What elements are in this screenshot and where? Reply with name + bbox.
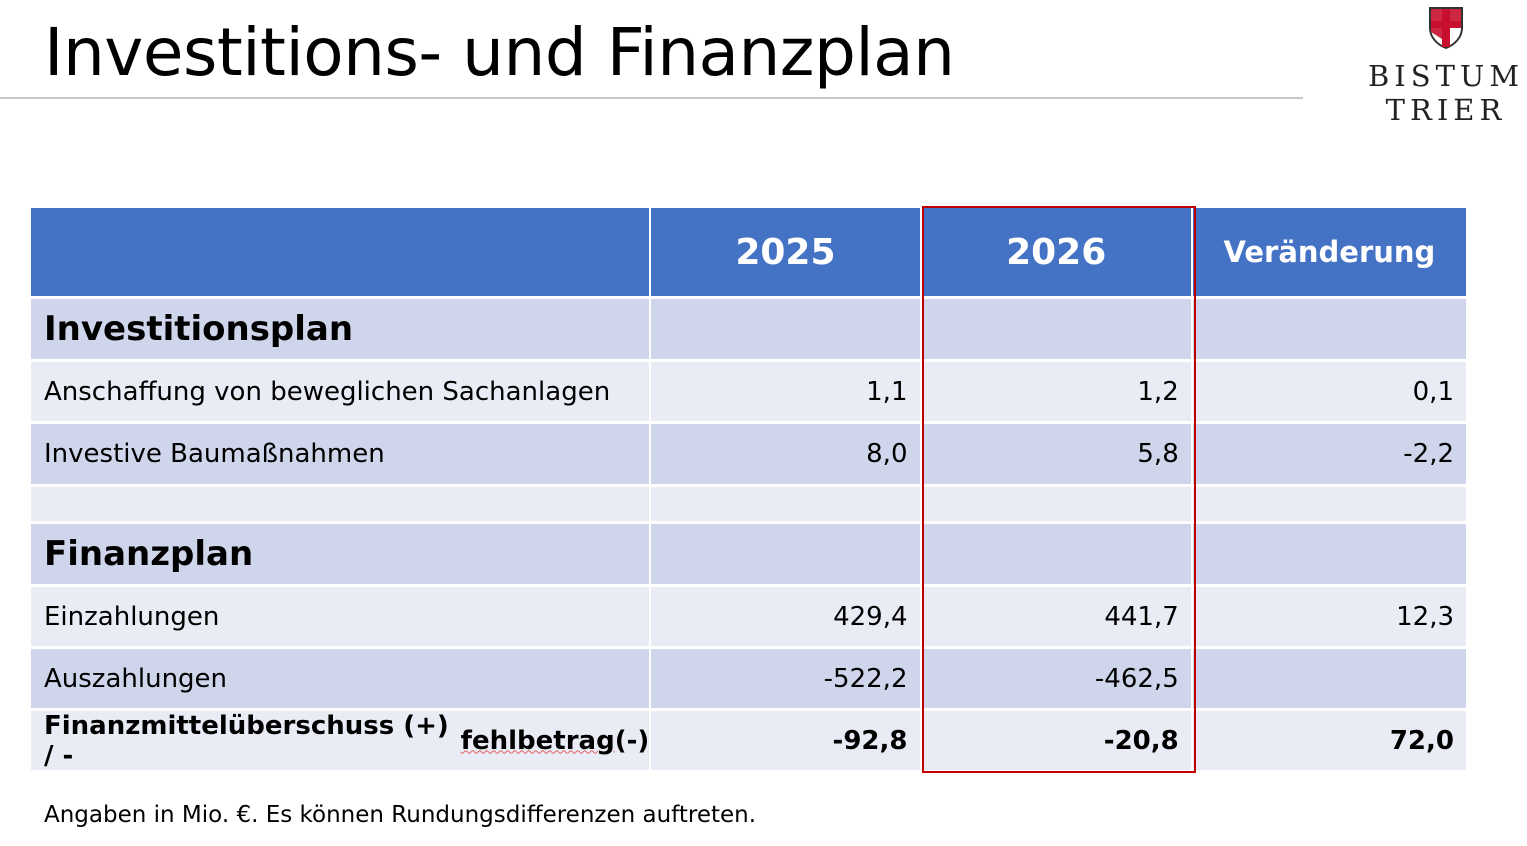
value-change bbox=[1192, 524, 1466, 584]
value-2025: 8,0 bbox=[651, 424, 920, 484]
row-label: Investive Baumaßnahmen bbox=[31, 424, 650, 484]
total-2026: -20,8 bbox=[921, 711, 1191, 770]
header-change: Veränderung bbox=[1192, 208, 1467, 296]
header-2025: 2025 bbox=[651, 208, 920, 296]
value-2026: 5,8 bbox=[921, 424, 1191, 484]
value-2025: 1,1 bbox=[651, 362, 920, 421]
logo-line1: BISTUM bbox=[1367, 59, 1525, 93]
page-title: Investitions- und Finanzplan bbox=[44, 14, 955, 91]
header-2026: 2026 bbox=[921, 208, 1191, 296]
value-2026: 441,7 bbox=[921, 587, 1191, 646]
value-2026: -462,5 bbox=[921, 649, 1191, 708]
table-header: 2025 2026 Veränderung bbox=[31, 208, 1467, 296]
total-label-a: Finanzmittelüberschuss (+) / - bbox=[44, 710, 449, 771]
logo-line2: TRIER bbox=[1385, 93, 1507, 127]
value-2026 bbox=[921, 299, 1191, 359]
row-label: Anschaffung von beweglichen Sachanlagen bbox=[31, 362, 650, 421]
table-row-total: Finanzmittelüberschuss (+) / - fehlbetrag… bbox=[31, 710, 1466, 771]
total-change: 72,0 bbox=[1192, 711, 1466, 770]
logo: BISTUM TRIER bbox=[1366, 6, 1526, 126]
value-change: -2,2 bbox=[1192, 424, 1466, 484]
header-label bbox=[31, 208, 650, 296]
footnote: Angaben in Mio. €. Es können Rundungsdif… bbox=[44, 802, 757, 828]
table-row: Investive Baumaßnahmen 8,0 5,8 -2,2 bbox=[31, 424, 1466, 484]
value-change bbox=[1192, 487, 1466, 521]
value-2026 bbox=[921, 524, 1191, 584]
total-label-c: (-) bbox=[614, 725, 650, 756]
value-2025 bbox=[651, 524, 920, 584]
total-label: Finanzmittelüberschuss (+) / - fehlbetrag… bbox=[31, 710, 650, 771]
total-2025: -92,8 bbox=[651, 711, 920, 770]
table-row: Auszahlungen -522,2 -462,5 bbox=[31, 649, 1466, 708]
table-row: Anschaffung von beweglichen Sachanlagen 1… bbox=[31, 362, 1466, 421]
finance-table: 2025 2026 Veränderung Investitionsplan An… bbox=[31, 208, 1467, 773]
row-label: Finanzplan bbox=[31, 524, 650, 584]
value-2026 bbox=[921, 487, 1191, 521]
row-label: Investitionsplan bbox=[31, 299, 650, 359]
value-2025 bbox=[651, 299, 920, 359]
value-change bbox=[1192, 649, 1466, 708]
row-label: Einzahlungen bbox=[31, 587, 650, 646]
table-row: Finanzplan bbox=[31, 524, 1466, 584]
value-2025: 429,4 bbox=[651, 587, 920, 646]
coat-of-arms-icon bbox=[1429, 7, 1463, 50]
value-2026: 1,2 bbox=[921, 362, 1191, 421]
total-label-b: fehlbetrag bbox=[460, 725, 615, 756]
value-change: 12,3 bbox=[1192, 587, 1466, 646]
table-row: Einzahlungen 429,4 441,7 12,3 bbox=[31, 587, 1466, 646]
table-row bbox=[31, 487, 1466, 521]
value-change: 0,1 bbox=[1192, 362, 1466, 421]
value-change bbox=[1192, 299, 1466, 359]
row-label bbox=[31, 487, 650, 521]
table-row: Investitionsplan bbox=[31, 299, 1466, 359]
row-label: Auszahlungen bbox=[31, 649, 650, 708]
value-2025: -522,2 bbox=[651, 649, 920, 708]
title-divider bbox=[0, 97, 1303, 99]
value-2025 bbox=[651, 487, 920, 521]
highlight-2026-column bbox=[922, 206, 1196, 773]
